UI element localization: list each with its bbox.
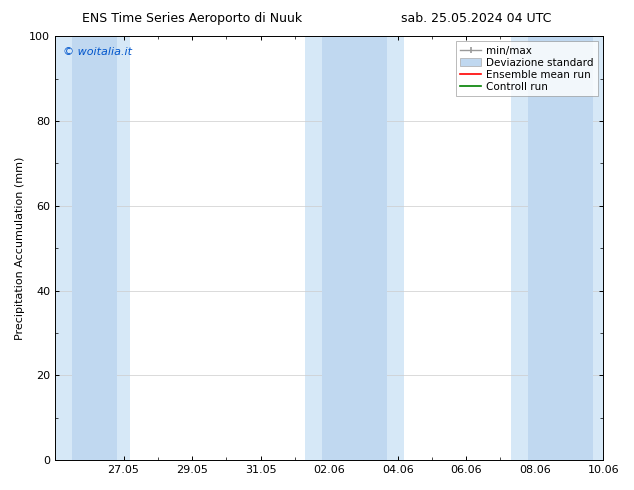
Text: ENS Time Series Aeroporto di Nuuk: ENS Time Series Aeroporto di Nuuk bbox=[82, 12, 302, 25]
Text: sab. 25.05.2024 04 UTC: sab. 25.05.2024 04 UTC bbox=[401, 12, 552, 25]
Text: © woitalia.it: © woitalia.it bbox=[63, 47, 133, 57]
Bar bbox=[72, 36, 117, 460]
Legend: min/max, Deviazione standard, Ensemble mean run, Controll run: min/max, Deviazione standard, Ensemble m… bbox=[456, 41, 598, 96]
Bar bbox=[510, 36, 603, 460]
Bar bbox=[322, 36, 387, 460]
Bar bbox=[55, 36, 131, 460]
Bar bbox=[305, 36, 404, 460]
Y-axis label: Precipitation Accumulation (mm): Precipitation Accumulation (mm) bbox=[15, 156, 25, 340]
Bar bbox=[528, 36, 593, 460]
